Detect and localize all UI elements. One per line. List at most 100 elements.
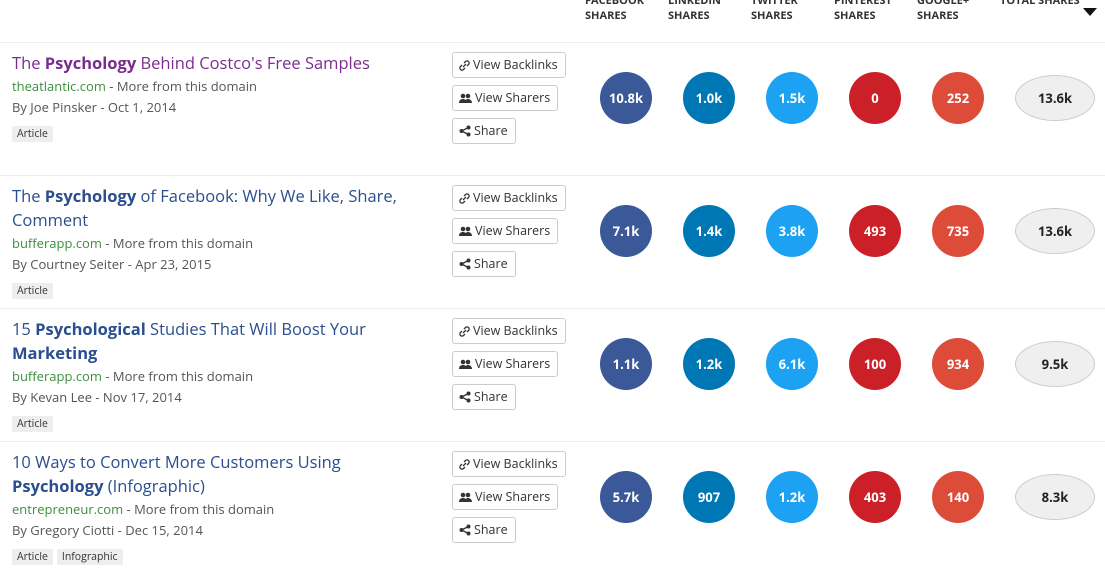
action-label: View Sharers <box>475 222 551 239</box>
action-label: Share <box>474 521 508 538</box>
action-button[interactable]: Share <box>452 118 516 144</box>
share-count: 100 <box>849 338 901 390</box>
share-count: 735 <box>932 205 984 257</box>
tags: Article <box>12 277 432 299</box>
action-button[interactable]: View Sharers <box>452 85 559 111</box>
domain[interactable]: theatlantic.com <box>12 77 106 95</box>
title-part: (Infographic) <box>103 474 205 497</box>
author-date: By Gregory Ciotti - Dec 15, 2014 <box>12 521 203 539</box>
action-button[interactable]: Share <box>452 251 516 277</box>
domain-line: bufferapp.com - More from this domain <box>12 234 432 252</box>
title-part: Marketing <box>12 341 98 364</box>
action-button[interactable]: Share <box>452 384 516 410</box>
more-from-domain[interactable]: - More from this domain <box>126 500 275 518</box>
result-title[interactable]: 15 Psychological Studies That Will Boost… <box>12 317 432 365</box>
column-header: FACEBOOK SHARES <box>585 0 645 23</box>
share-count: 934 <box>932 338 984 390</box>
action-label: View Backlinks <box>473 189 558 206</box>
action-button[interactable]: View Sharers <box>452 484 559 510</box>
result-title[interactable]: 10 Ways to Convert More Customers Using … <box>12 450 432 498</box>
share-count: 252 <box>932 72 984 124</box>
action-label: View Backlinks <box>473 455 558 472</box>
share-count: 907 <box>683 471 735 523</box>
result-info: 10 Ways to Convert More Customers Using … <box>12 450 432 565</box>
action-label: View Backlinks <box>473 322 558 339</box>
result-row: The Psychology Behind Costco's Free Samp… <box>0 42 1105 176</box>
action-button[interactable]: View Backlinks <box>452 52 566 78</box>
title-part: 15 <box>12 317 36 340</box>
share-count: 7.1k <box>600 205 652 257</box>
share-count: 1.2k <box>683 338 735 390</box>
share-count: 1.1k <box>600 338 652 390</box>
title-part: Behind Costco's Free Samples <box>136 51 370 74</box>
result-title[interactable]: The Psychology of Facebook: Why We Like,… <box>12 184 432 232</box>
action-button[interactable]: View Backlinks <box>452 451 566 477</box>
title-part: 10 Ways to Convert More Customers Using <box>12 450 341 473</box>
action-label: View Backlinks <box>473 56 558 73</box>
author-date: By Kevan Lee - Nov 17, 2014 <box>12 388 182 406</box>
action-label: Share <box>474 388 508 405</box>
more-from-domain[interactable]: - More from this domain <box>105 234 254 252</box>
share-count: 403 <box>849 471 901 523</box>
domain[interactable]: bufferapp.com <box>12 234 102 252</box>
share-count: 140 <box>932 471 984 523</box>
result-row: 15 Psychological Studies That Will Boost… <box>0 308 1105 442</box>
total-shares: 9.5k <box>1015 341 1095 387</box>
result-row: The Psychology of Facebook: Why We Like,… <box>0 175 1105 309</box>
share-count: 1.5k <box>766 72 818 124</box>
share-count: 1.4k <box>683 205 735 257</box>
domain-line: theatlantic.com - More from this domain <box>12 77 432 95</box>
action-label: View Sharers <box>475 488 551 505</box>
share-count: 5.7k <box>600 471 652 523</box>
action-button[interactable]: View Backlinks <box>452 318 566 344</box>
column-header: LINKEDIN SHARES <box>668 0 721 23</box>
result-info: The Psychology of Facebook: Why We Like,… <box>12 184 432 299</box>
title-part: Psychological <box>35 317 146 340</box>
action-label: View Sharers <box>475 89 551 106</box>
title-part: The <box>12 184 45 207</box>
domain[interactable]: entrepreneur.com <box>12 500 124 518</box>
title-part: The <box>12 51 45 74</box>
share-count: 0 <box>849 72 901 124</box>
share-count: 1.2k <box>766 471 818 523</box>
share-count: 1.0k <box>683 72 735 124</box>
title-part: Psychology <box>44 51 137 74</box>
result-info: 15 Psychological Studies That Will Boost… <box>12 317 432 432</box>
tags: Article Infographic <box>12 543 432 565</box>
action-button[interactable]: View Backlinks <box>452 185 566 211</box>
title-part: Psychology <box>12 474 104 497</box>
share-count: 3.8k <box>766 205 818 257</box>
tag: Article <box>12 126 53 142</box>
column-header: TWITTER SHARES <box>751 0 798 23</box>
total-shares: 13.6k <box>1015 75 1095 121</box>
author-date: By Joe Pinsker - Oct 1, 2014 <box>12 98 177 116</box>
column-header: PINTEREST SHARES <box>834 0 892 23</box>
share-count: 10.8k <box>600 72 652 124</box>
tag: Article <box>12 416 53 432</box>
action-label: Share <box>474 255 508 272</box>
tag: Article <box>12 549 53 565</box>
tag: Article <box>12 283 53 299</box>
column-header[interactable]: TOTAL SHARES <box>1000 0 1080 8</box>
column-header: GOOGLE+ SHARES <box>917 0 970 23</box>
tags: Article <box>12 120 432 142</box>
result-title[interactable]: The Psychology Behind Costco's Free Samp… <box>12 51 432 75</box>
total-shares: 8.3k <box>1015 474 1095 520</box>
domain-line: bufferapp.com - More from this domain <box>12 367 432 385</box>
tags: Article <box>12 410 432 432</box>
sort-arrow[interactable] <box>1083 8 1097 16</box>
action-button[interactable]: View Sharers <box>452 218 559 244</box>
more-from-domain[interactable]: - More from this domain <box>109 77 258 95</box>
title-part: Psychology <box>44 184 137 207</box>
action-button[interactable]: View Sharers <box>452 351 559 377</box>
domain-line: entrepreneur.com - More from this domain <box>12 500 432 518</box>
share-count: 6.1k <box>766 338 818 390</box>
total-shares: 13.6k <box>1015 208 1095 254</box>
action-label: Share <box>474 122 508 139</box>
result-row: 10 Ways to Convert More Customers Using … <box>0 441 1105 575</box>
domain[interactable]: bufferapp.com <box>12 367 102 385</box>
action-button[interactable]: Share <box>452 517 516 543</box>
more-from-domain[interactable]: - More from this domain <box>105 367 254 385</box>
title-part: Studies That Will Boost Your <box>145 317 366 340</box>
